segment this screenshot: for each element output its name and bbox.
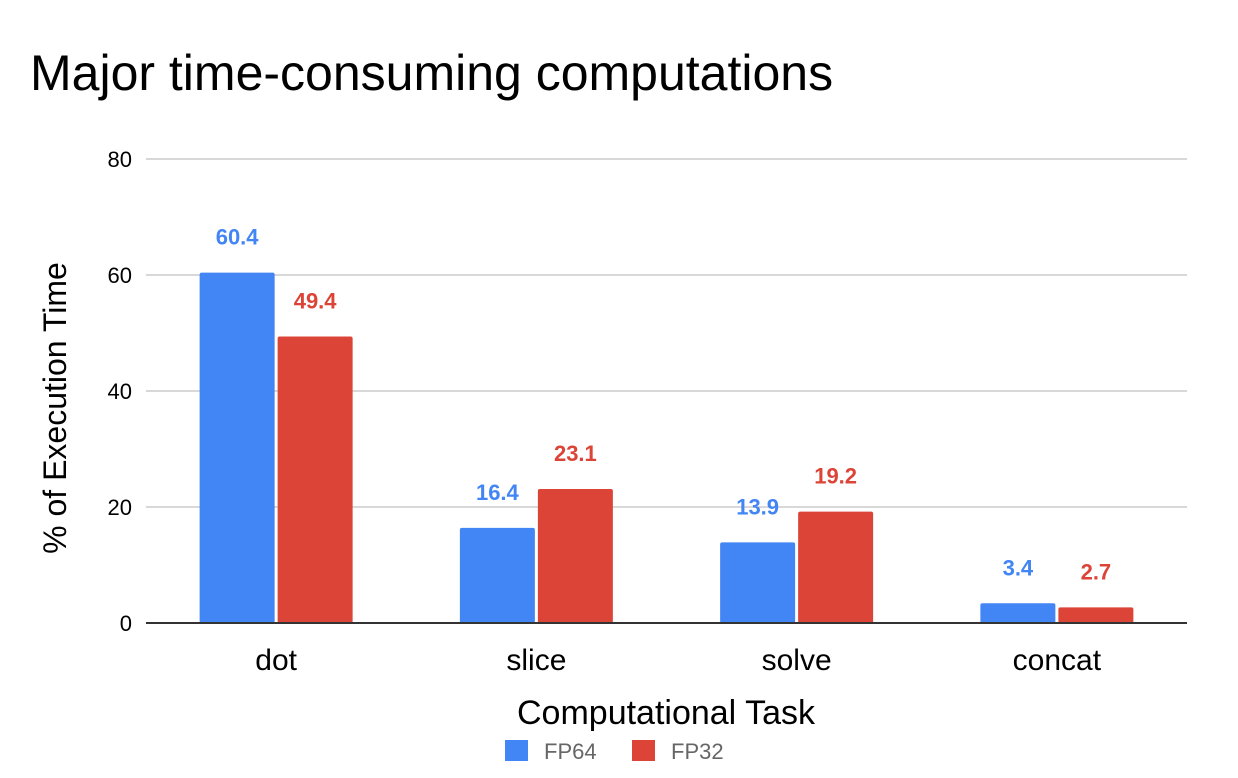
y-axis-ticks: 0 20 40 60 80: [108, 147, 132, 636]
bar-fp32-dot: [277, 336, 353, 623]
data-label: 3.4: [1003, 555, 1034, 580]
bar-fp64-dot: [199, 272, 275, 623]
legend: FP64 FP32: [505, 739, 724, 764]
y-tick-label: 0: [120, 611, 132, 636]
data-label: 16.4: [476, 480, 520, 505]
bar-fp32-solve: [798, 511, 874, 623]
bar-fp64-concat: [980, 603, 1056, 623]
x-axis-ticks: dot slice solve concat: [255, 644, 1101, 677]
y-tick-label: 40: [108, 379, 132, 404]
chart-title: Major time-consuming computations: [30, 45, 833, 101]
x-axis-label: Computational Task: [517, 694, 816, 732]
legend-swatch-fp64: [505, 740, 528, 761]
data-label: 23.1: [554, 441, 597, 466]
bars: [199, 272, 1134, 623]
bar-fp32-slice: [537, 489, 613, 623]
y-tick-label: 80: [108, 147, 132, 172]
bar-fp64-solve: [720, 542, 796, 623]
x-tick-label: slice: [506, 644, 566, 677]
data-labels: 60.4 49.4 16.4 23.1 13.9 19.2 3.4 2.7: [216, 225, 1111, 585]
legend-swatch-fp32: [632, 740, 655, 761]
data-label: 2.7: [1081, 559, 1112, 584]
data-label: 19.2: [814, 464, 857, 489]
y-tick-label: 20: [108, 495, 132, 520]
data-label: 13.9: [736, 494, 779, 519]
x-tick-label: concat: [1013, 644, 1102, 677]
y-tick-label: 60: [108, 263, 132, 288]
y-axis-label: % of Execution Time: [37, 262, 73, 554]
legend-label: FP32: [671, 739, 724, 764]
x-tick-label: solve: [762, 644, 832, 677]
data-label: 49.4: [294, 288, 338, 313]
bar-fp64-slice: [459, 527, 535, 623]
data-label: 60.4: [216, 225, 260, 250]
legend-label: FP64: [544, 739, 597, 764]
bar-fp32-concat: [1058, 607, 1134, 623]
x-tick-label: dot: [255, 644, 297, 677]
